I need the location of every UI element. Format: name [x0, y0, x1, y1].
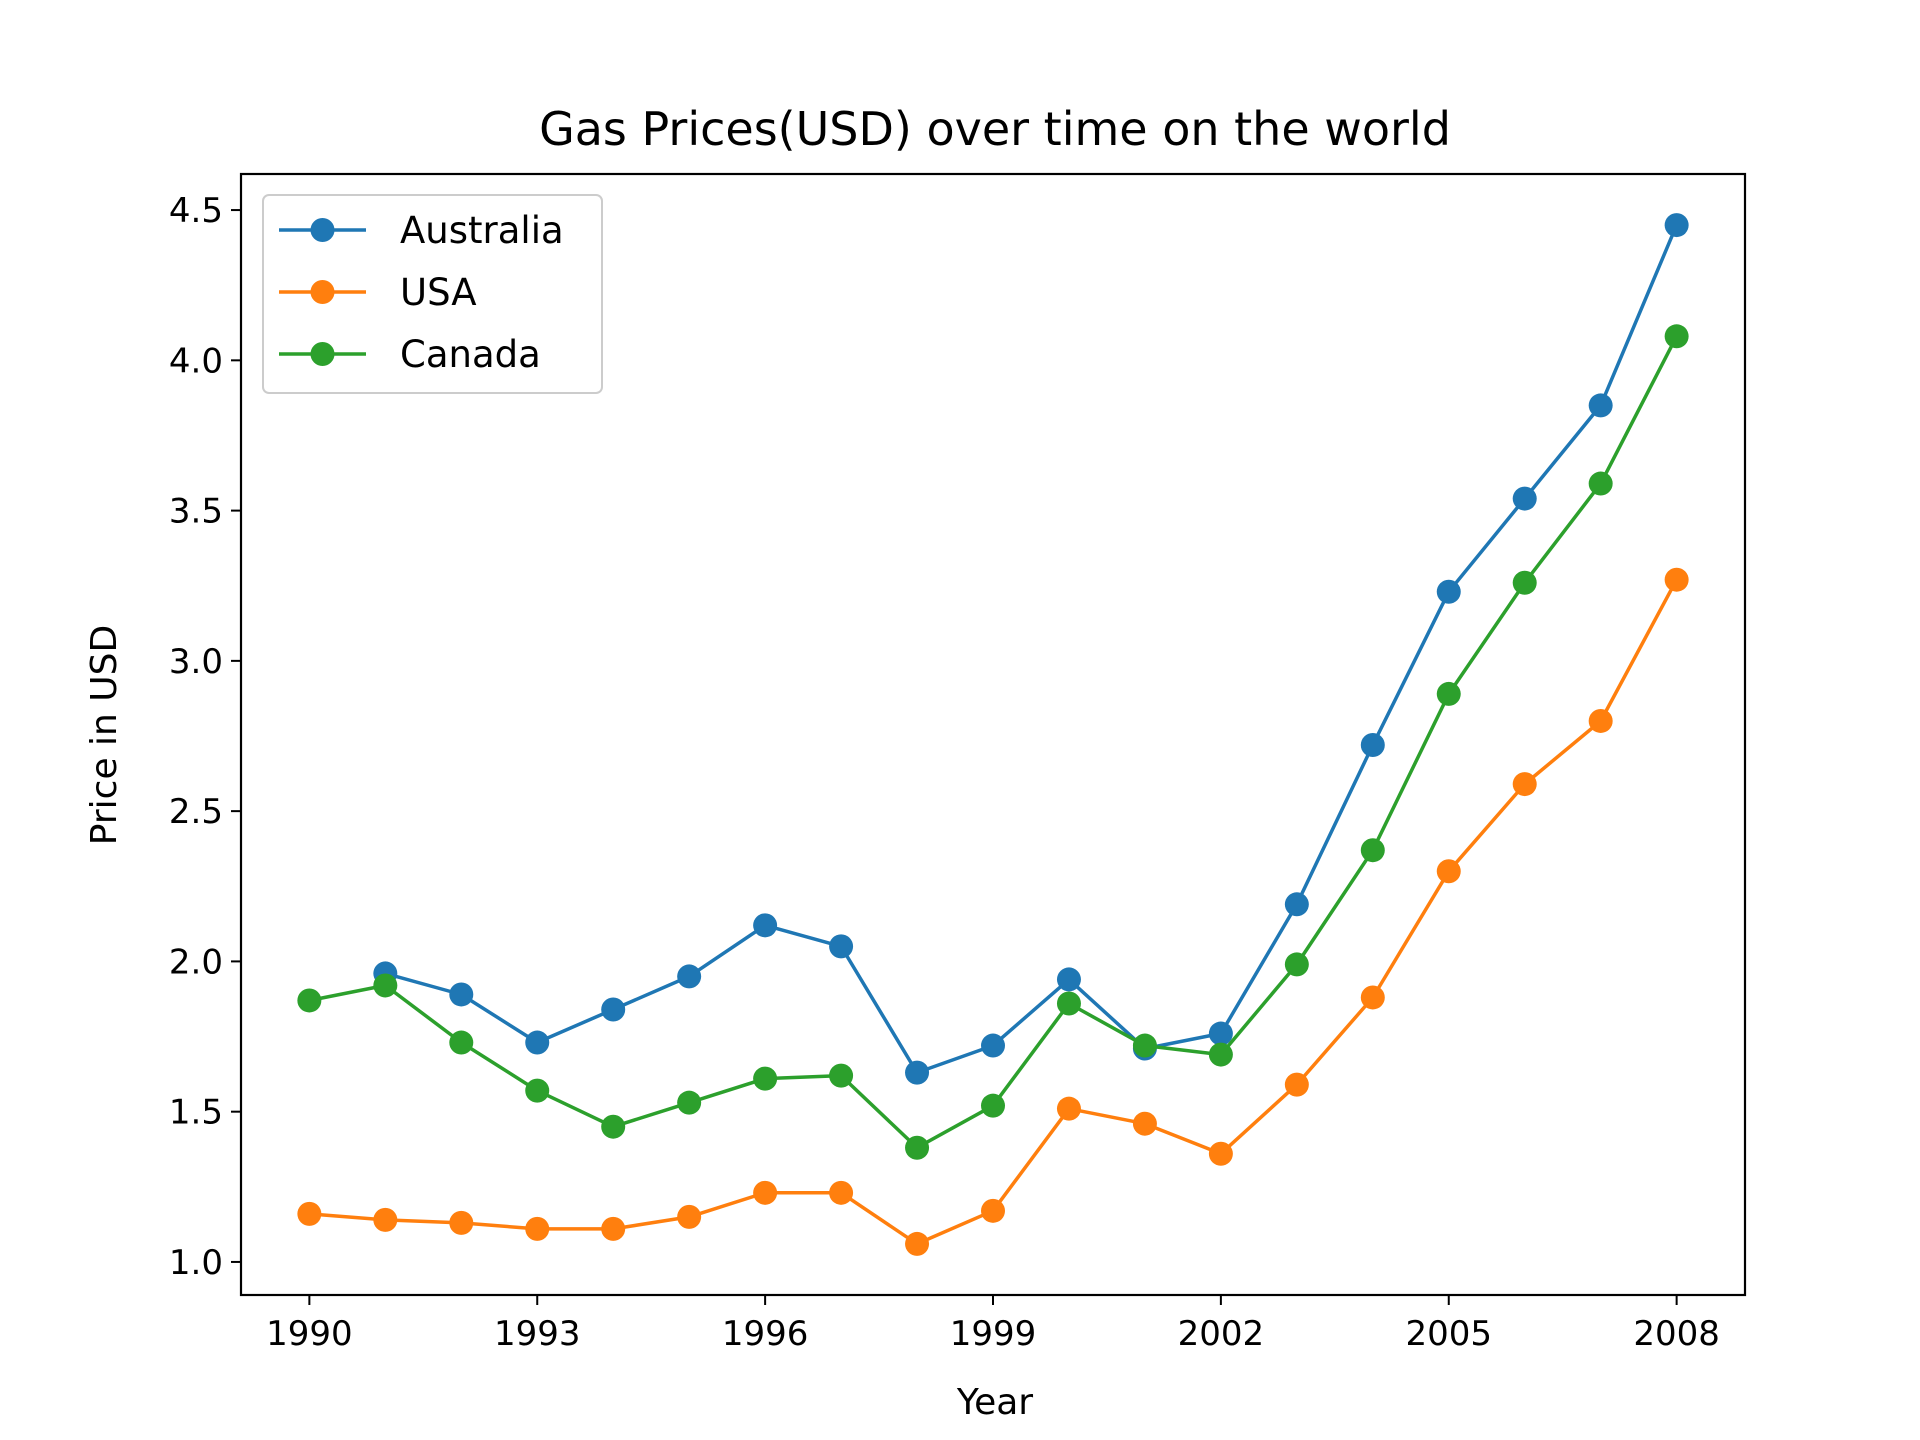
data-point [373, 973, 398, 998]
series-line [384, 224, 1679, 1075]
x-axis-label: Year [956, 1382, 1033, 1423]
data-point [829, 1180, 854, 1205]
data-point [1512, 486, 1537, 511]
legend-marker [310, 342, 335, 366]
data-point [677, 1204, 702, 1229]
legend: Australia USA Canada [262, 194, 603, 394]
legend-marker [310, 280, 335, 304]
legend-label: Australia [400, 209, 564, 252]
data-point [981, 1033, 1005, 1058]
x-axis: 1990 1993 1996 1999 2002 2005 2008 [266, 1295, 1720, 1354]
legend-entry: Canada [279, 333, 541, 376]
series-canada [297, 324, 1689, 1160]
y-tick-label: 1.5 [169, 1093, 223, 1133]
x-tick-label: 2002 [1178, 1314, 1265, 1354]
y-axis-label: Price in USD [84, 625, 125, 845]
y-tick-label: 2.5 [169, 792, 223, 832]
legend-entry: Australia [279, 209, 564, 252]
y-tick-label: 4.0 [169, 341, 223, 381]
data-point [1360, 985, 1385, 1010]
data-point [1132, 1033, 1157, 1058]
data-point [829, 1063, 854, 1088]
data-point [1436, 579, 1461, 604]
data-point [1360, 733, 1385, 758]
data-point [905, 1135, 930, 1160]
x-tick-label: 1993 [494, 1314, 581, 1354]
series-layer [297, 213, 1689, 1256]
data-point [1664, 324, 1689, 349]
legend-label: Canada [400, 333, 541, 376]
data-point [1512, 570, 1537, 595]
data-point [981, 1198, 1005, 1223]
series-usa [297, 567, 1689, 1256]
legend-entry: USA [279, 271, 477, 314]
data-point [753, 913, 778, 938]
data-point [449, 1210, 474, 1235]
data-point [525, 1216, 550, 1241]
data-point [1132, 1111, 1157, 1136]
x-tick-label: 1990 [266, 1314, 353, 1354]
data-point [1284, 1072, 1309, 1097]
data-point [449, 1030, 474, 1055]
data-point [1208, 1042, 1233, 1067]
data-point [525, 1078, 550, 1103]
y-tick-label: 3.0 [169, 642, 223, 682]
x-tick-label: 1996 [722, 1314, 809, 1354]
data-point [1588, 393, 1613, 418]
legend-box [262, 194, 603, 394]
data-point [601, 997, 626, 1022]
x-tick-label: 2005 [1405, 1314, 1492, 1354]
data-point [1664, 567, 1689, 592]
legend-marker [310, 218, 335, 242]
data-point [601, 1114, 626, 1139]
data-point [297, 1201, 322, 1226]
y-tick-label: 3.5 [169, 492, 223, 532]
data-point [1284, 892, 1309, 917]
y-tick-label: 1.0 [169, 1243, 223, 1283]
data-point [905, 1060, 930, 1085]
data-point [1588, 471, 1613, 496]
data-point [1284, 952, 1309, 977]
data-point [1664, 213, 1689, 238]
legend-label: USA [400, 271, 477, 314]
data-point [449, 982, 474, 1007]
data-point [1360, 838, 1385, 863]
data-point [1436, 859, 1461, 884]
y-axis: 1.0 1.5 2.0 2.5 3.0 3.5 4.0 4.5 [169, 191, 241, 1283]
data-point [1208, 1141, 1233, 1166]
data-point [1436, 681, 1461, 706]
x-tick-label: 1999 [950, 1314, 1037, 1354]
data-point [981, 1093, 1005, 1118]
data-point [1588, 708, 1613, 733]
y-tick-label: 2.0 [169, 942, 223, 982]
data-point [829, 934, 854, 959]
data-point [753, 1180, 778, 1205]
x-tick-label: 2008 [1633, 1314, 1720, 1354]
data-point [373, 1207, 398, 1232]
data-point [1056, 991, 1081, 1016]
data-point [525, 1030, 550, 1055]
data-point [1512, 772, 1537, 797]
data-point [677, 1090, 702, 1115]
data-point [1208, 1021, 1233, 1046]
data-point [1056, 1096, 1081, 1121]
data-point [753, 1066, 778, 1091]
data-point [601, 1216, 626, 1241]
data-point [905, 1231, 930, 1256]
data-point [677, 964, 702, 989]
data-point [297, 988, 322, 1013]
chart-title: Gas Prices(USD) over time on the world [539, 102, 1451, 156]
y-tick-label: 4.5 [169, 191, 223, 231]
data-point [1056, 967, 1081, 992]
